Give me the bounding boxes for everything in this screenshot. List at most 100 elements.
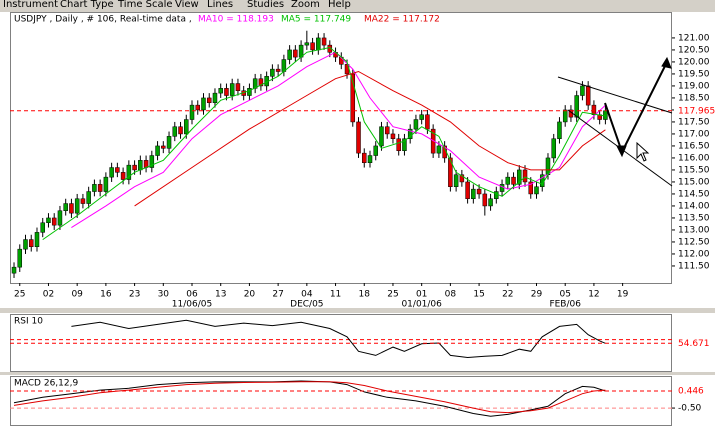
separator <box>0 10 715 12</box>
candle-body <box>74 198 80 214</box>
x-tick-label: 22 <box>502 290 513 300</box>
x-tick-label: 15 <box>473 290 484 300</box>
candle-body <box>275 68 281 72</box>
y-tick-label: 119.00 <box>678 81 710 91</box>
candle-body <box>17 248 23 268</box>
x-tick-label: 20 <box>244 290 256 300</box>
candle-body <box>316 37 321 51</box>
y-tick-label: 111.50 <box>678 261 710 271</box>
candle-body <box>103 176 109 192</box>
candle-body <box>69 203 74 214</box>
x-tick-label: 27 <box>272 290 283 300</box>
candle-body <box>247 88 252 96</box>
candle-body <box>28 239 34 248</box>
menu-item[interactable]: View <box>175 0 199 10</box>
y-tick-label: 118.50 <box>678 93 710 103</box>
candle-body <box>86 191 91 204</box>
arrow-head <box>661 56 672 69</box>
x-tick-label: 01 <box>416 290 427 300</box>
candle-body <box>172 126 178 137</box>
candle-body <box>390 133 396 139</box>
x-tick-label: 11 <box>330 290 341 300</box>
x-tick-label: 08 <box>445 290 457 300</box>
panel-title: USDJPY , Daily , # 106, Real-time data , <box>14 15 192 25</box>
candle-body <box>206 97 212 103</box>
y-tick-label: 114.00 <box>678 201 710 211</box>
x-tick-label: 29 <box>531 290 543 300</box>
separator <box>0 372 715 375</box>
y-tick-label: 121.00 <box>678 33 710 43</box>
candle-body <box>350 73 356 123</box>
candle-body <box>235 83 241 91</box>
candle-body <box>229 83 235 96</box>
candle-body <box>189 104 195 120</box>
panel-line: RSI 10 54.671 <box>10 317 714 359</box>
y-tick-label: 120.50 <box>678 45 710 55</box>
series-line <box>134 70 606 207</box>
x-tick-label: 18 <box>359 290 371 300</box>
candle-body <box>97 184 103 192</box>
mouse-cursor <box>636 141 650 162</box>
last-value-label: 117.965 <box>678 106 715 116</box>
menu-item[interactable]: Studies <box>247 0 284 10</box>
candle-body <box>258 78 264 87</box>
y-tick-label: 116.00 <box>678 153 710 163</box>
candle-body <box>494 191 499 199</box>
candle-body <box>465 181 470 199</box>
candle-body <box>51 217 57 226</box>
candle-body <box>46 217 51 224</box>
candle-body <box>270 68 275 77</box>
candle-body <box>419 114 424 120</box>
candle-body <box>218 88 223 94</box>
x-major-label: 11/06/05 <box>172 300 212 310</box>
candle-body <box>40 222 45 233</box>
x-tick-label: 25 <box>14 290 25 300</box>
candle-body <box>287 49 292 60</box>
candle-body <box>132 164 137 171</box>
candle-body <box>511 176 516 185</box>
candle-body <box>120 172 126 180</box>
last-value-label: 54.671 <box>678 339 710 349</box>
candle-body <box>57 210 63 226</box>
x-tick-label: 09 <box>71 290 83 300</box>
y-tick-label: 115.50 <box>678 165 710 175</box>
x-tick-label: 25 <box>387 290 398 300</box>
candle-body <box>396 138 401 151</box>
macd-panel <box>10 376 672 426</box>
menu-item[interactable]: Help <box>328 0 351 10</box>
panel-title: MACD 26,12,9 <box>14 379 78 389</box>
candle-body <box>585 85 591 106</box>
candle-body <box>488 198 493 207</box>
menu-item[interactable]: Zoom <box>291 0 320 10</box>
candle-body <box>149 155 155 168</box>
x-tick-label: 16 <box>100 290 112 300</box>
panel-candlestick: USDJPY , Daily , # 106, Real-time data ,… <box>10 15 715 310</box>
candle-body <box>522 169 528 183</box>
trend-line <box>557 76 673 114</box>
menu-item[interactable]: Time Scale <box>117 0 173 10</box>
y-tick-label: -0.50 <box>678 404 702 414</box>
candle-body <box>212 92 218 103</box>
y-tick-label: 120.00 <box>678 57 710 67</box>
candle-body <box>471 188 476 199</box>
candle-body <box>362 152 367 163</box>
x-tick-label: 04 <box>301 290 313 300</box>
separator <box>0 308 715 313</box>
series-line <box>13 381 606 414</box>
menu-item[interactable]: Instrument <box>3 0 58 10</box>
y-tick-label: 119.50 <box>678 69 710 79</box>
candle-body <box>603 110 608 120</box>
legend-entry: MA22 = 117.172 <box>364 15 440 25</box>
candle-body <box>459 174 465 183</box>
candle-body <box>310 42 315 51</box>
candle-body <box>126 164 132 180</box>
x-tick-label: 30 <box>158 290 170 300</box>
x-tick-label: 13 <box>215 290 226 300</box>
candle-body <box>453 174 459 187</box>
menu-item[interactable]: Lines <box>207 0 233 10</box>
last-value-box <box>674 337 714 350</box>
menu-item[interactable]: Chart Type <box>60 0 114 10</box>
series-line <box>71 51 606 229</box>
